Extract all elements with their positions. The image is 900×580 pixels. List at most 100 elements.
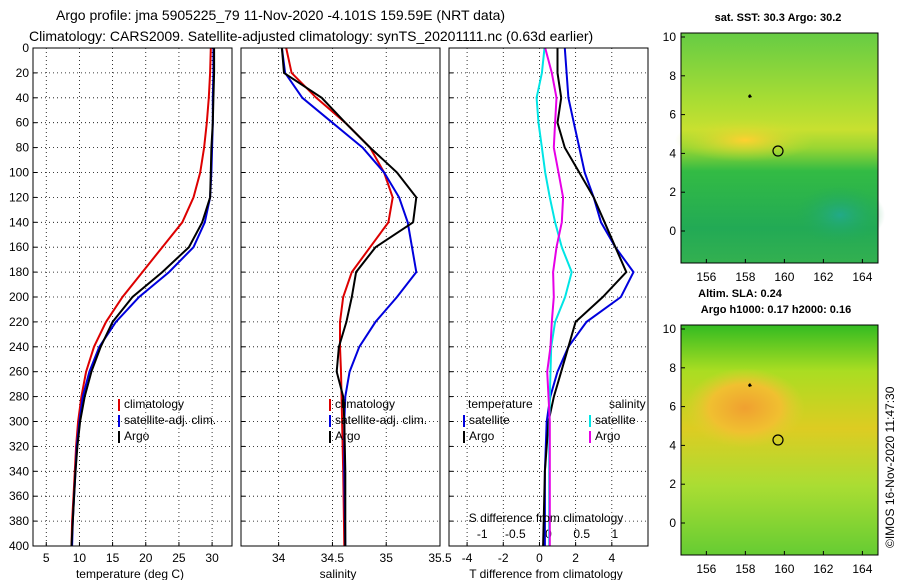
map-tick-label-x: 160 xyxy=(774,562,794,576)
series-argo xyxy=(280,47,418,546)
tick-label-x: 34 xyxy=(272,551,286,565)
temperature-panel: 5 10 15 20 25 3002040608010012014016018020022… xyxy=(9,41,233,565)
tick-label-x: 35.5 xyxy=(428,551,452,565)
series-argo xyxy=(70,48,216,547)
tick-label-y: 260 xyxy=(9,365,29,379)
map-tick-label-y: 10 xyxy=(663,322,677,336)
tick-label-S: -1 xyxy=(477,527,488,541)
tick-label-x: -2 xyxy=(498,551,509,565)
map-tick-label-y: 8 xyxy=(669,69,676,83)
difference-legend-temperature: temperature satellite Argo xyxy=(463,397,533,443)
series-s-argo xyxy=(544,47,565,546)
temperature-xlabel: temperature (deg C) xyxy=(76,567,184,580)
tick-label-x: 4 xyxy=(608,551,615,565)
title-line-1: Argo profile: jma 5905225_79 11-Nov-2020… xyxy=(56,7,505,23)
series-climatology xyxy=(285,47,394,547)
sla-map-panel: Altim. SLA: 0.24 Argo h1000: 0.17 h2000:… xyxy=(663,288,879,576)
tick-label-x: 30 xyxy=(205,551,219,565)
map-tick-label-x: 158 xyxy=(735,562,755,576)
legend-title-temperature: temperature xyxy=(468,397,533,411)
salinity-xlabel: salinity xyxy=(320,567,357,580)
map-tick-label-y: 0 xyxy=(669,224,676,238)
map-tick-label-y: 0 xyxy=(669,516,676,530)
sst-warm-band xyxy=(675,118,815,162)
tick-label-x: 5 xyxy=(43,551,50,565)
sla-map-title: Altim. SLA: 0.24 xyxy=(698,288,783,300)
axes-box xyxy=(240,47,441,547)
map-tick-label-y: 6 xyxy=(669,400,676,414)
tick-label-y: 160 xyxy=(9,240,29,254)
map-tick-label-y: 8 xyxy=(669,361,676,375)
map-tick-label-x: 164 xyxy=(852,562,872,576)
sst-map-panel: sat. SST: 30.3 Argo: 30.2 156 158 160 162 16… xyxy=(663,12,885,284)
legend-argo: Argo xyxy=(335,429,361,443)
map-tick-label-y: 2 xyxy=(669,185,676,199)
tick-label-y: 40 xyxy=(16,91,30,105)
sst-map-title: sat. SST: 30.3 Argo: 30.2 xyxy=(715,12,842,24)
legend-T-argo: Argo xyxy=(469,429,495,443)
difference-xlabel-top: S difference from climatology xyxy=(469,511,624,525)
argo-position-marker xyxy=(772,145,784,157)
series-t-argo xyxy=(542,48,628,547)
difference-xlabel: T difference from climatology xyxy=(469,567,623,580)
legend-S-argo: Argo xyxy=(595,429,621,443)
tick-label-x: 2 xyxy=(572,551,579,565)
legend-S-satellite: satellite xyxy=(595,413,636,427)
tick-label-y: 80 xyxy=(16,141,30,155)
tick-label-y: 400 xyxy=(9,539,29,553)
tick-label-y: 0 xyxy=(22,41,29,55)
sla-high-patch xyxy=(685,368,805,448)
map-tick-label-x: 158 xyxy=(735,270,755,284)
map-tick-label-x: 162 xyxy=(813,562,833,576)
map-tick-label-x: 156 xyxy=(696,270,716,284)
map-tick-label-y: 6 xyxy=(669,108,676,122)
map-tick-label-y: 2 xyxy=(669,477,676,491)
map-tick-label-y: 4 xyxy=(669,438,676,452)
tick-label-x: 15 xyxy=(106,551,120,565)
tick-label-y: 120 xyxy=(9,190,29,204)
salinity-legend: climatology satellite-adj. clim. Argo xyxy=(329,397,427,443)
tick-label-y: 240 xyxy=(9,340,29,354)
tick-label-y: 180 xyxy=(9,265,29,279)
legend-climatology: climatology xyxy=(124,397,184,411)
credit-text: ©IMOS 16-Nov-2020 11:47:30 xyxy=(883,386,897,548)
legend-T-satellite: satellite xyxy=(469,413,510,427)
tick-label-x: 0 xyxy=(536,551,543,565)
tick-label-x: 35 xyxy=(380,551,394,565)
map-tick-label-x: 164 xyxy=(852,270,872,284)
tick-label-x: 25 xyxy=(172,551,186,565)
island-marker xyxy=(748,94,752,98)
tick-label-x: 10 xyxy=(73,551,87,565)
difference-panel: -1 -0.5 0 0.5 1-4 -2 0 2 4 xyxy=(448,47,649,565)
temperature-legend: climatology satellite-adj. clim. Argo xyxy=(118,397,216,443)
tick-label-y: 20 xyxy=(16,66,30,80)
tick-label-y: 60 xyxy=(16,116,30,130)
tick-label-y: 340 xyxy=(9,464,29,478)
map-tick-label-x: 160 xyxy=(774,270,794,284)
tick-label-y: 140 xyxy=(9,215,29,229)
legend-satellite: satellite-adj. clim. xyxy=(124,413,216,427)
map-tick-label-x: 162 xyxy=(813,270,833,284)
argo-position-marker xyxy=(772,434,784,446)
tick-label-y: 100 xyxy=(9,166,29,180)
legend-climatology: climatology xyxy=(335,397,395,411)
tick-label-S: 0.5 xyxy=(573,527,590,541)
tick-label-S: 1 xyxy=(611,527,618,541)
tick-label-y: 200 xyxy=(9,290,29,304)
title-line-2: Climatology: CARS2009. Satellite-adjuste… xyxy=(29,28,593,44)
tick-label-x: 34.5 xyxy=(321,551,345,565)
map-tick-label-y: 10 xyxy=(663,30,677,44)
map-tick-label-y: 4 xyxy=(669,146,676,160)
sst-cool-patch xyxy=(795,185,885,245)
tick-label-y: 280 xyxy=(9,390,29,404)
salinity-panel: 34 34.5 35 35.5 xyxy=(240,47,452,565)
map-tick-label-x: 156 xyxy=(696,562,716,576)
series-satellite-adj-clim- xyxy=(280,47,418,547)
legend-title-salinity: salinity xyxy=(609,397,646,411)
tick-label-y: 220 xyxy=(9,315,29,329)
tick-label-y: 360 xyxy=(9,489,29,503)
tick-label-y: 380 xyxy=(9,514,29,528)
tick-label-S: -0.5 xyxy=(505,527,526,541)
legend-satellite: satellite-adj. clim. xyxy=(335,413,427,427)
